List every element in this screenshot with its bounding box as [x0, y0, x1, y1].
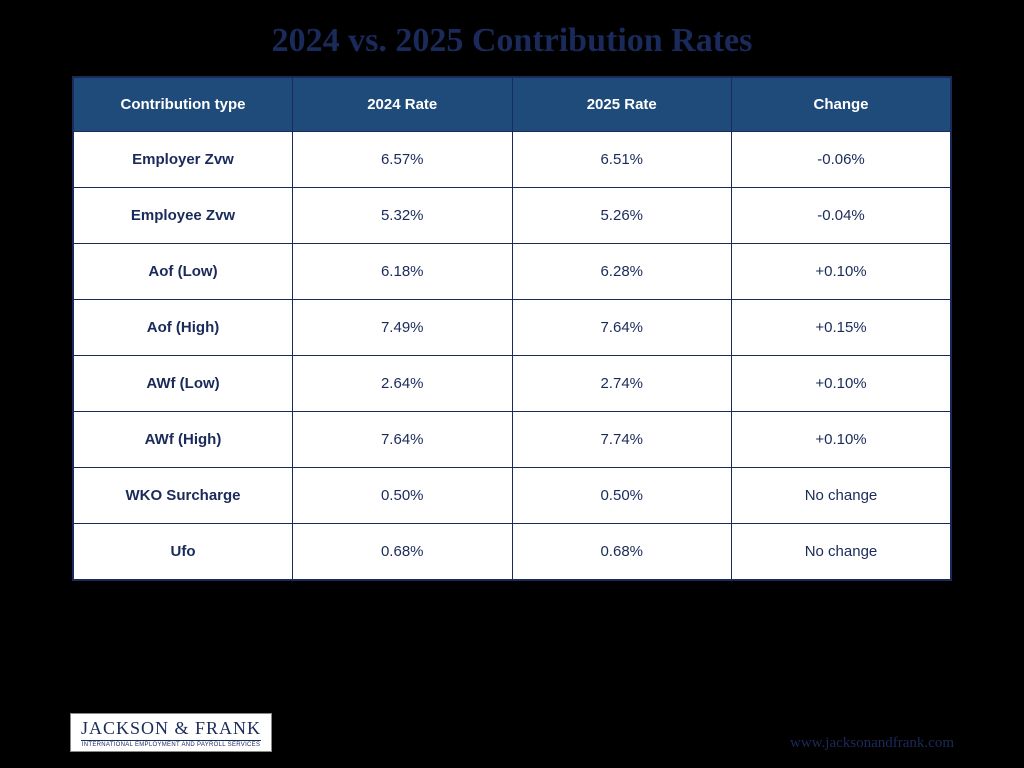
cell-2024: 7.49%: [293, 300, 513, 356]
row-label: WKO Surcharge: [73, 468, 293, 524]
logo: JACKSON & FRANK INTERNATIONAL EMPLOYMENT…: [70, 713, 272, 752]
table-row: AWf (Low) 2.64% 2.74% +0.10%: [73, 356, 951, 412]
logo-name: JACKSON & FRANK: [81, 718, 261, 741]
cell-2025: 7.64%: [512, 300, 732, 356]
cell-2024: 0.50%: [293, 468, 513, 524]
footer: JACKSON & FRANK INTERNATIONAL EMPLOYMENT…: [0, 713, 1024, 752]
rates-table-container: Contribution type 2024 Rate 2025 Rate Ch…: [72, 76, 952, 581]
logo-subtitle: INTERNATIONAL EMPLOYMENT AND PAYROLL SER…: [81, 742, 261, 748]
cell-2025: 5.26%: [512, 188, 732, 244]
cell-2024: 2.64%: [293, 356, 513, 412]
cell-change: -0.06%: [732, 132, 952, 188]
cell-2025: 6.51%: [512, 132, 732, 188]
cell-change: No change: [732, 468, 952, 524]
row-label: Aof (Low): [73, 244, 293, 300]
row-label: Ufo: [73, 524, 293, 581]
col-header-2024: 2024 Rate: [293, 77, 513, 132]
cell-change: -0.04%: [732, 188, 952, 244]
table-row: Aof (Low) 6.18% 6.28% +0.10%: [73, 244, 951, 300]
table-row: Employer Zvw 6.57% 6.51% -0.06%: [73, 132, 951, 188]
table-row: Employee Zvw 5.32% 5.26% -0.04%: [73, 188, 951, 244]
col-header-change: Change: [732, 77, 952, 132]
cell-2025: 2.74%: [512, 356, 732, 412]
cell-2024: 5.32%: [293, 188, 513, 244]
row-label: Aof (High): [73, 300, 293, 356]
table-row: Ufo 0.68% 0.68% No change: [73, 524, 951, 581]
cell-change: +0.10%: [732, 244, 952, 300]
page-title: 2024 vs. 2025 Contribution Rates: [0, 0, 1024, 76]
row-label: Employer Zvw: [73, 132, 293, 188]
cell-change: +0.10%: [732, 356, 952, 412]
cell-change: +0.15%: [732, 300, 952, 356]
col-header-type: Contribution type: [73, 77, 293, 132]
cell-2025: 0.50%: [512, 468, 732, 524]
site-url: www.jacksonandfrank.com: [790, 735, 954, 752]
cell-2025: 7.74%: [512, 412, 732, 468]
cell-2024: 0.68%: [293, 524, 513, 581]
table-header-row: Contribution type 2024 Rate 2025 Rate Ch…: [73, 77, 951, 132]
rates-table: Contribution type 2024 Rate 2025 Rate Ch…: [72, 76, 952, 581]
col-header-2025: 2025 Rate: [512, 77, 732, 132]
cell-2024: 7.64%: [293, 412, 513, 468]
cell-2025: 0.68%: [512, 524, 732, 581]
table-row: Aof (High) 7.49% 7.64% +0.15%: [73, 300, 951, 356]
cell-change: No change: [732, 524, 952, 581]
cell-2024: 6.57%: [293, 132, 513, 188]
row-label: Employee Zvw: [73, 188, 293, 244]
table-row: AWf (High) 7.64% 7.74% +0.10%: [73, 412, 951, 468]
cell-change: +0.10%: [732, 412, 952, 468]
cell-2025: 6.28%: [512, 244, 732, 300]
table-row: WKO Surcharge 0.50% 0.50% No change: [73, 468, 951, 524]
cell-2024: 6.18%: [293, 244, 513, 300]
row-label: AWf (Low): [73, 356, 293, 412]
row-label: AWf (High): [73, 412, 293, 468]
